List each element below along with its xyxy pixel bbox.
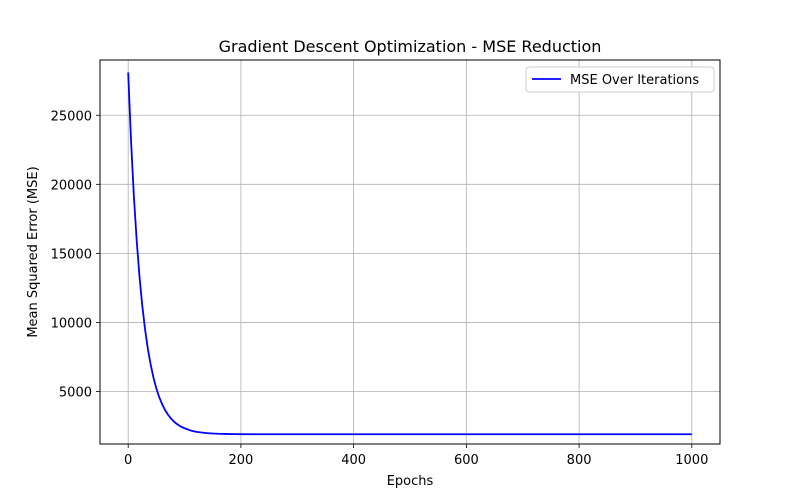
ticks: 0 200 400 600 800 1000 5000 10000 15000 20000 2500… (51, 109, 709, 468)
x-tick-label: 200 (228, 453, 253, 468)
x-axis-label: Epochs (387, 474, 434, 489)
x-tick-label: 0 (124, 453, 132, 468)
x-tick-label: 400 (341, 453, 366, 468)
series-layer (127, 72, 692, 436)
x-tick-label: 1000 (675, 453, 708, 468)
y-tick-label: 10000 (51, 316, 92, 331)
y-tick-label: 5000 (59, 386, 92, 401)
y-tick-label: 20000 (51, 178, 92, 193)
chart-title: Gradient Descent Optimization - MSE Redu… (219, 37, 602, 56)
grid (100, 60, 720, 444)
legend-box (525, 66, 715, 93)
series-line-mse (127, 72, 692, 436)
plot-frame (99, 59, 721, 445)
y-axis-label: Mean Squared Error (MSE) (26, 166, 41, 337)
x-tick-label: 800 (567, 453, 592, 468)
legend: MSE Over Iterations (525, 66, 715, 93)
y-tick-label: 25000 (51, 109, 92, 124)
legend-label: MSE Over Iterations (570, 73, 699, 88)
x-tick-label: 600 (454, 453, 479, 468)
y-tick-label: 15000 (51, 247, 92, 262)
